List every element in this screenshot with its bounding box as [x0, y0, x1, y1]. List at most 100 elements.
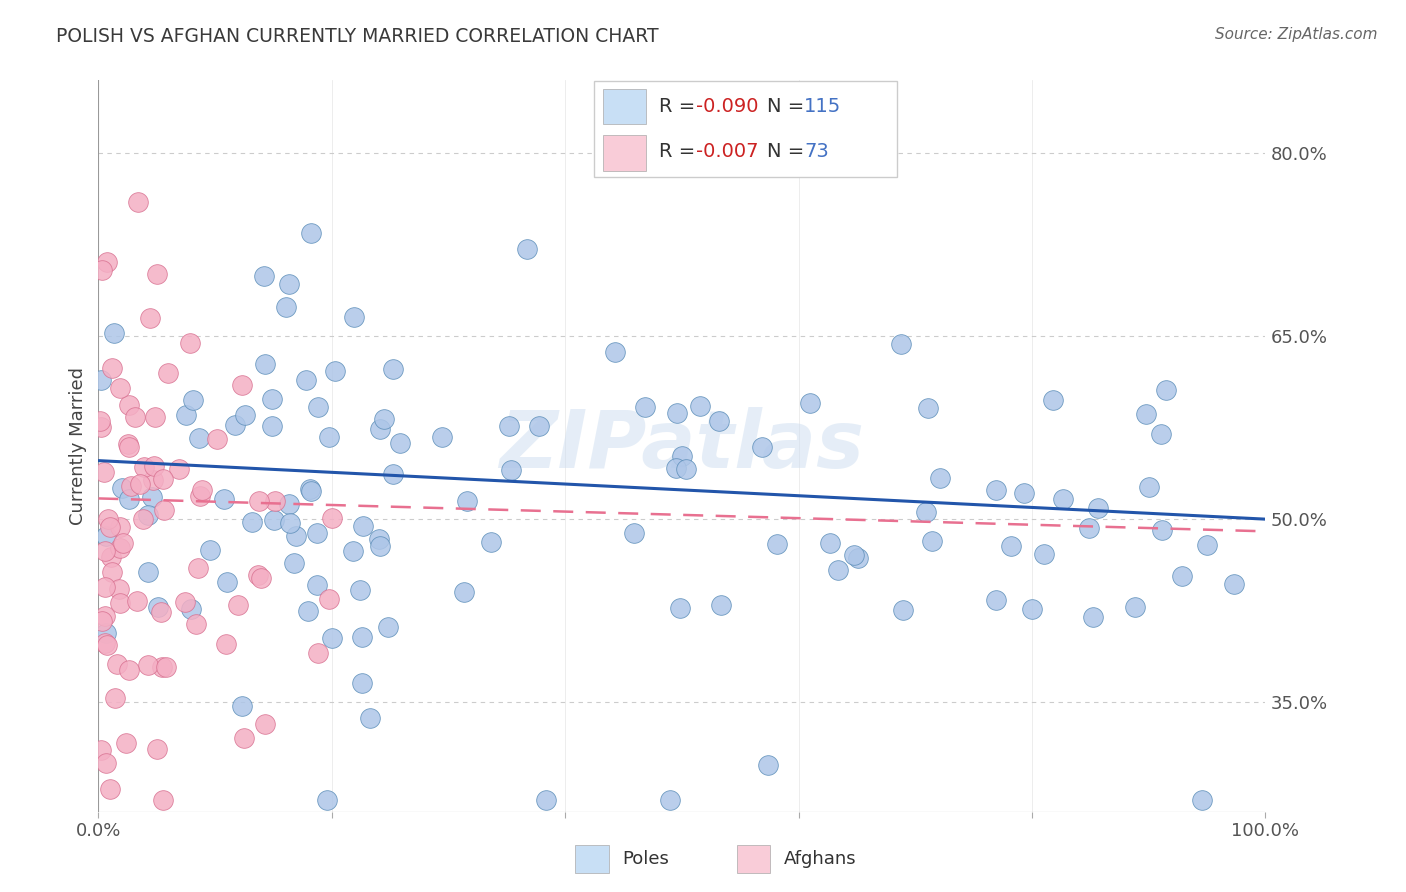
Point — [141, 491, 163, 505]
Point — [1042, 393, 1064, 408]
Point — [658, 792, 681, 806]
Point — [136, 508, 159, 522]
Point — [1137, 480, 1160, 494]
Point — [262, 392, 284, 406]
Point — [94, 580, 117, 594]
Point — [1170, 569, 1192, 583]
Point — [90, 420, 112, 434]
Point — [343, 310, 366, 325]
Point — [984, 593, 1007, 607]
Point — [100, 549, 122, 564]
Point — [1195, 538, 1218, 552]
Point — [368, 421, 391, 435]
Point — [124, 410, 146, 425]
Point — [1150, 427, 1173, 442]
Point — [96, 638, 118, 652]
Point — [120, 479, 142, 493]
Point — [94, 756, 117, 771]
FancyBboxPatch shape — [575, 845, 609, 872]
Text: N =: N = — [766, 97, 810, 116]
Point — [231, 698, 253, 713]
Point — [307, 400, 329, 414]
Point — [756, 758, 779, 772]
Point — [295, 373, 318, 387]
Point — [93, 465, 115, 479]
Point — [127, 594, 149, 608]
Point — [1156, 383, 1178, 397]
Point — [108, 381, 131, 395]
Point — [453, 585, 475, 599]
Point — [278, 277, 301, 292]
Point — [118, 492, 141, 507]
FancyBboxPatch shape — [603, 89, 647, 124]
Point — [224, 418, 246, 433]
Point — [94, 609, 117, 624]
Point — [90, 742, 112, 756]
Point — [274, 300, 297, 314]
Point — [675, 462, 697, 476]
Point — [150, 660, 173, 674]
Point — [254, 357, 277, 371]
Point — [665, 461, 688, 475]
Point — [131, 512, 153, 526]
Point — [263, 512, 285, 526]
FancyBboxPatch shape — [737, 845, 770, 872]
Point — [766, 537, 789, 551]
Point — [603, 345, 626, 359]
Point — [527, 418, 550, 433]
Text: -0.007: -0.007 — [696, 143, 758, 161]
Point — [318, 592, 340, 607]
Point — [1087, 500, 1109, 515]
Point — [190, 483, 212, 497]
Point — [187, 561, 209, 575]
Point — [262, 418, 284, 433]
Point — [1081, 609, 1104, 624]
Point — [89, 414, 111, 428]
Point — [430, 429, 453, 443]
FancyBboxPatch shape — [593, 81, 897, 178]
Point — [305, 578, 328, 592]
Point — [373, 412, 395, 426]
Text: ZIPatlas: ZIPatlas — [499, 407, 865, 485]
Point — [842, 548, 865, 562]
Text: R =: R = — [658, 143, 702, 161]
Point — [928, 471, 950, 485]
Point — [382, 467, 405, 482]
Point — [389, 436, 412, 450]
Point — [305, 526, 328, 541]
Point — [247, 494, 270, 508]
Point — [111, 481, 134, 495]
Point — [299, 226, 322, 240]
Point — [669, 600, 692, 615]
Point — [284, 529, 307, 543]
Point — [283, 556, 305, 570]
Point — [108, 582, 131, 597]
Point — [226, 598, 249, 612]
Point — [498, 419, 520, 434]
Point — [240, 516, 263, 530]
Point — [114, 736, 136, 750]
Point — [127, 195, 149, 210]
Point — [96, 529, 118, 543]
Point — [536, 792, 558, 806]
Point — [1077, 521, 1099, 535]
Point — [94, 544, 117, 558]
Point — [352, 630, 374, 644]
Point — [118, 440, 141, 454]
Point — [152, 472, 174, 486]
Point — [188, 431, 211, 445]
Point — [143, 458, 166, 473]
Point — [318, 430, 340, 444]
Point — [1021, 602, 1043, 616]
Point — [278, 498, 301, 512]
Point — [179, 335, 201, 350]
Y-axis label: Currently Married: Currently Married — [69, 367, 87, 525]
Point — [149, 605, 172, 619]
Point — [111, 535, 134, 549]
Point — [1052, 491, 1074, 506]
Point — [665, 407, 688, 421]
Point — [321, 631, 343, 645]
Point — [98, 520, 121, 534]
Point — [174, 408, 197, 422]
Point — [117, 437, 139, 451]
